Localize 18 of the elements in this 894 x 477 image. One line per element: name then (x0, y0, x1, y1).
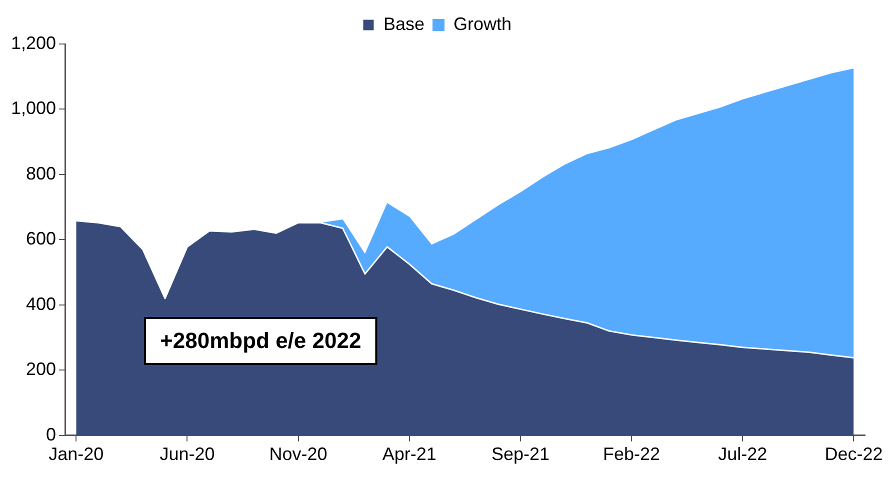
y-tick-label: 400 (26, 294, 56, 314)
x-tick-label: Feb-22 (603, 444, 660, 464)
x-tick-label: Nov-20 (269, 444, 328, 464)
x-tick-label: Sep-21 (491, 444, 550, 464)
x-tick-label: Dec-22 (824, 444, 883, 464)
x-tick-label: Jan-20 (48, 444, 104, 464)
legend-label: Base (383, 14, 425, 34)
legend-label: Growth (454, 14, 512, 34)
x-tick-label: Jun-20 (160, 444, 215, 464)
y-tick-label: 600 (26, 228, 56, 249)
y-tick-label: 0 (46, 424, 56, 444)
annotation: +280mbpd e/e 2022 (160, 328, 362, 354)
y-tick-label: 1,000 (10, 98, 56, 118)
y-tick-label: 200 (26, 359, 56, 380)
x-tick-label: Jul-22 (718, 444, 768, 464)
y-tick-label: 1,200 (10, 32, 56, 53)
y-tick-label: 800 (26, 163, 56, 184)
x-tick-label: Apr-21 (382, 444, 436, 464)
